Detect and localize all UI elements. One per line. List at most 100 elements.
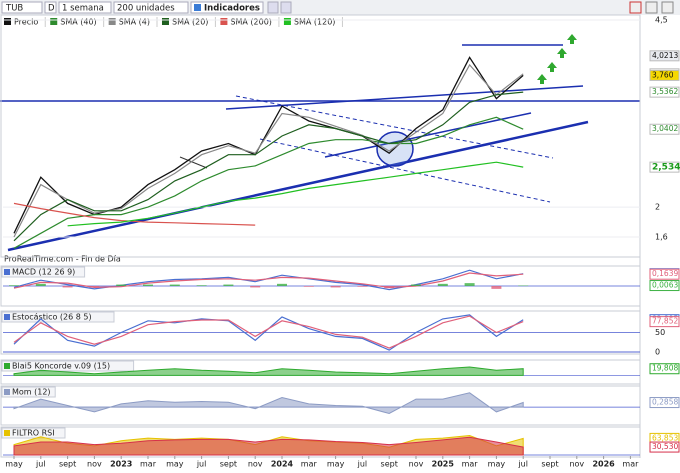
up-arrows: [537, 34, 577, 84]
value-label-bg: [649, 441, 680, 453]
x-tick-label: jul: [517, 460, 528, 469]
histogram-bar: [169, 284, 180, 286]
mode-box[interactable]: [44, 1, 57, 14]
price-label: 3,760: [652, 70, 674, 79]
panel-title-bg: [1, 360, 135, 372]
period[interactable]: 1 semana: [62, 4, 104, 14]
menu-button[interactable]: [661, 1, 674, 14]
indicators-box[interactable]: [190, 1, 264, 14]
price-label: 4,0213: [652, 51, 678, 60]
x-tick-label: sept: [541, 460, 558, 469]
x-tick-label: mar: [462, 460, 479, 469]
histogram-bar: [330, 286, 341, 288]
histogram-bar: [491, 286, 502, 289]
value-label: 0,0063: [652, 281, 678, 290]
x-tick-label: sept: [59, 460, 76, 469]
panel-title: MACD (12 26 9): [12, 268, 75, 277]
mode[interactable]: D: [48, 4, 55, 14]
x-tick-label: mar: [301, 460, 318, 469]
legend-swatch: [220, 18, 228, 25]
tool-button[interactable]: [267, 1, 279, 14]
indicators[interactable]: Indicadores: [204, 4, 260, 14]
y-tick-label: 2: [655, 203, 660, 212]
footer: ProRealTime.com - Fin de Día: [4, 255, 121, 264]
legend-swatch: [283, 18, 291, 25]
legend-label: Precio: [14, 18, 38, 27]
x-tick-label: nov: [569, 460, 584, 469]
histogram-bar: [116, 284, 127, 286]
price-label: 3,5362: [652, 87, 678, 96]
tool-button[interactable]: [280, 1, 292, 14]
x-tick-label: may: [488, 460, 506, 469]
panel-title-bg: [1, 266, 86, 278]
value-label-bg: [649, 397, 680, 409]
units-box[interactable]: [113, 1, 189, 14]
panel-title-bg: [1, 427, 66, 439]
panel-title-bg: [1, 386, 56, 398]
x-tick-label: mar: [622, 460, 639, 469]
x-tick-label: nov: [87, 460, 102, 469]
panel-title-icon: [4, 389, 10, 395]
panel-title: FILTRO RSI: [12, 429, 55, 438]
x-tick-label: 2024: [271, 460, 294, 469]
price-label-bg: [649, 50, 680, 62]
histogram-bar: [62, 286, 73, 288]
units[interactable]: 200 unidades: [117, 4, 175, 14]
x-tick-label: may: [166, 460, 184, 469]
histogram-bar: [411, 284, 421, 286]
value-label-bg: [649, 316, 680, 328]
x-tick-label: nov: [409, 460, 424, 469]
pointer-line: [179, 156, 208, 169]
toolbar: TUB D 1 semana 200 unidades Indicadores: [0, 0, 680, 15]
x-tick-label: 2025: [432, 460, 455, 469]
period-box[interactable]: [58, 1, 112, 14]
price-label: 2,534: [652, 163, 680, 173]
trend-line: [7, 120, 589, 252]
panel-title: Blai5 Koncorde v.09 (15): [12, 362, 110, 371]
x-tick-label: mar: [140, 460, 157, 469]
x-tick-label: may: [327, 460, 345, 469]
value-label-bg: [649, 280, 680, 292]
histogram-bar: [357, 286, 368, 287]
legend-label: SMA (40): [60, 18, 96, 27]
x-tick-label: 2026: [592, 460, 615, 469]
legend-swatch: [50, 18, 58, 25]
histogram-bar: [223, 284, 234, 286]
symbol[interactable]: TUB: [5, 4, 23, 14]
value-label: 77,852: [652, 317, 678, 326]
histogram-bar: [250, 286, 261, 288]
x-tick-label: jul: [357, 460, 368, 469]
x-tick-label: sept: [381, 460, 398, 469]
panel-title-icon: [4, 269, 10, 275]
panel-title: Mom (12): [12, 388, 51, 397]
settings-button[interactable]: [645, 1, 658, 14]
legend-label: SMA (20): [172, 18, 208, 27]
price-line: [13, 91, 524, 242]
histogram-bar: [196, 285, 207, 286]
symbol-box[interactable]: [1, 1, 43, 14]
price-label-bg: [649, 123, 680, 135]
close-button[interactable]: [629, 1, 642, 14]
channel-line: [259, 138, 551, 203]
trend-line: [225, 85, 584, 110]
histogram-bar: [277, 283, 287, 286]
x-tick-label: jul: [35, 460, 46, 469]
price-label-bg: [649, 161, 680, 173]
legend: Precio SMA (40) SMA (4) SMA (20) SMA (200) SM…: [4, 17, 343, 27]
area: [13, 392, 524, 415]
channel-line: [235, 95, 554, 159]
price-label-bg: [649, 69, 680, 81]
value-label: 19,808: [652, 364, 678, 373]
legend-swatch: [108, 18, 116, 25]
price-line: [13, 63, 524, 238]
panel-title-icon: [4, 314, 10, 320]
histogram-bar: [35, 283, 46, 286]
legend-swatch: [161, 18, 169, 25]
price-line: [13, 56, 524, 234]
histogram-bar: [89, 286, 100, 288]
histogram-bar: [143, 284, 153, 286]
price-line: [13, 202, 256, 226]
